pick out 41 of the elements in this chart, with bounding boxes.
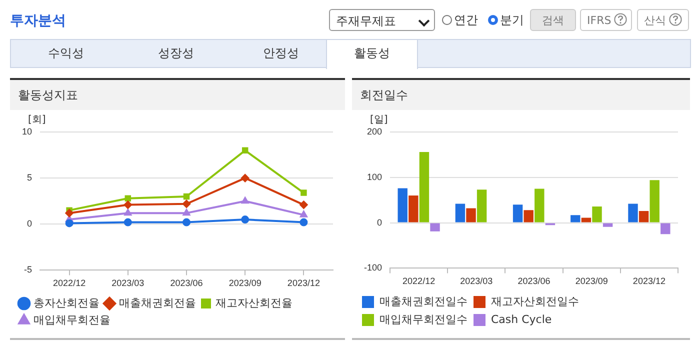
legend-label: Cash Cycle xyxy=(491,312,552,326)
y-tick-label: -100 xyxy=(364,262,382,273)
x-tick-label: 2023/09 xyxy=(228,278,262,288)
legend-label: 총자산회전율 xyxy=(34,296,100,310)
text: 활동성 xyxy=(326,39,418,69)
legend-label: 재고자산회전율 xyxy=(216,296,292,310)
legend-label: 매출채권회전율 xyxy=(119,296,196,310)
text: 분기 xyxy=(500,13,524,27)
y-tick-label: 0 xyxy=(26,218,32,229)
x-tick-label: 2023/09 xyxy=(575,276,608,286)
text: 검색 xyxy=(530,9,576,31)
text: IFRS xyxy=(580,9,632,31)
x-tick-label: 2022/12 xyxy=(402,276,436,286)
text: 투자분석 xyxy=(10,12,66,30)
legend-label: 재고자산회전일수 xyxy=(491,294,579,308)
x-tick-label: 2023/03 xyxy=(460,276,493,286)
chart-title: 활동성지표 xyxy=(10,80,345,110)
y-tick-label: 0 xyxy=(377,217,382,228)
x-tick-label: 2022/12 xyxy=(53,278,86,288)
text: 연간 xyxy=(454,13,478,27)
text: 산식 xyxy=(637,9,689,31)
y-tick-label: 5 xyxy=(26,172,32,183)
text: 주재무제표 xyxy=(329,9,435,31)
chart-title: 회전일수 xyxy=(352,80,690,110)
y-axis-title: [일] xyxy=(370,114,388,126)
x-tick-label: 2023/06 xyxy=(170,278,203,288)
legend-label: 매입채무회전율 xyxy=(34,313,110,326)
y-axis-title: [회] xyxy=(28,114,46,126)
y-tick-label: 100 xyxy=(366,172,382,182)
text: 안정성 xyxy=(262,45,300,62)
x-tick-label: 2023/12 xyxy=(632,276,666,286)
text: 수익성 xyxy=(47,45,85,62)
x-tick-label: 2023/06 xyxy=(518,276,550,286)
x-tick-label: 2023/03 xyxy=(112,278,144,288)
y-tick-label: 10 xyxy=(22,126,32,136)
y-tick-label: 200 xyxy=(366,126,382,136)
x-tick-label: 2023/12 xyxy=(287,278,320,288)
legend-label: 매입채무회전일수 xyxy=(380,312,468,326)
text: 성장성 xyxy=(157,45,195,62)
legend-label: 매출채권회전일수 xyxy=(380,294,468,308)
y-tick-label: -5 xyxy=(24,264,32,275)
